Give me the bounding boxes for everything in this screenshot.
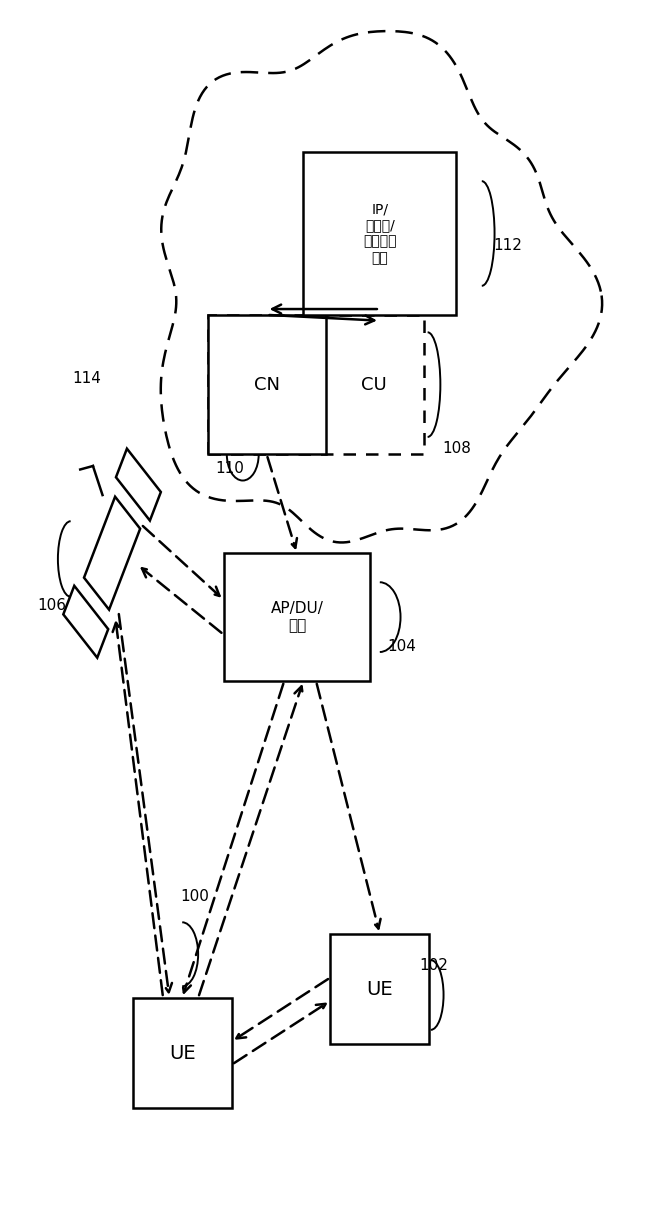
Polygon shape — [116, 448, 161, 521]
FancyBboxPatch shape — [331, 934, 429, 1044]
Text: 108: 108 — [442, 441, 471, 457]
Text: 112: 112 — [493, 237, 522, 253]
FancyBboxPatch shape — [133, 998, 232, 1108]
FancyBboxPatch shape — [224, 553, 371, 681]
Text: UE: UE — [169, 1044, 195, 1062]
Polygon shape — [63, 586, 108, 658]
FancyBboxPatch shape — [303, 153, 456, 315]
Text: 104: 104 — [388, 638, 416, 654]
Text: 114: 114 — [72, 372, 101, 386]
FancyBboxPatch shape — [208, 315, 325, 454]
Text: UE: UE — [367, 980, 393, 999]
FancyBboxPatch shape — [208, 315, 424, 454]
Text: AP/DU/
中继: AP/DU/ 中继 — [270, 601, 323, 633]
Text: 100: 100 — [181, 889, 209, 903]
Text: CN: CN — [254, 375, 280, 394]
Text: 110: 110 — [216, 461, 244, 476]
Polygon shape — [84, 497, 140, 609]
Text: CU: CU — [361, 375, 386, 394]
Text: 106: 106 — [37, 598, 66, 613]
Text: IP/
服务器/
数据存储
装置: IP/ 服务器/ 数据存储 装置 — [363, 202, 396, 265]
Text: 102: 102 — [420, 958, 448, 974]
